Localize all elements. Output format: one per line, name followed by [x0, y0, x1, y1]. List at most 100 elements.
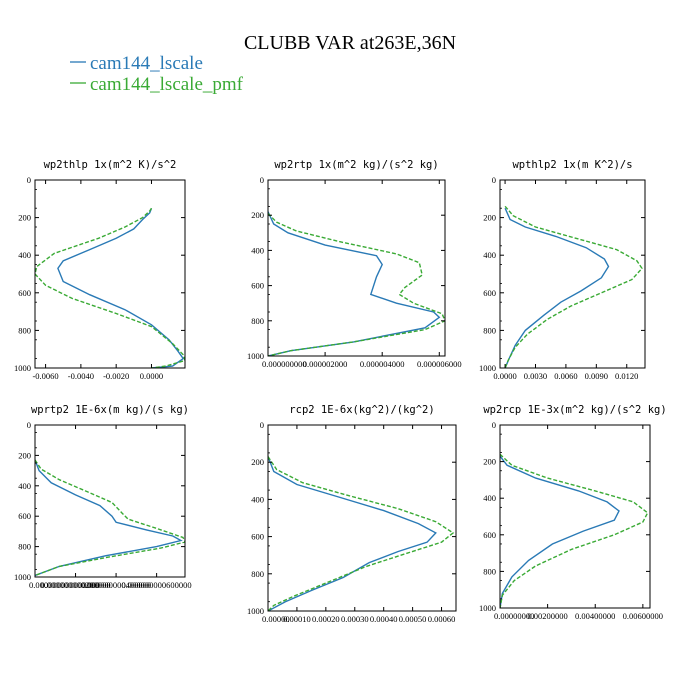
x-tick-label: 0.000000000200000 — [40, 580, 110, 590]
plot-frame — [267, 179, 446, 357]
y-tick-label: 1000 — [14, 572, 31, 582]
x-tick-label: 0.000000000400000 — [81, 580, 151, 590]
y-tick-label: 0 — [492, 420, 496, 430]
y-tick-label: 200 — [483, 457, 496, 467]
plot-frame — [267, 424, 457, 612]
y-tick-label: 400 — [483, 493, 496, 503]
y-tick-label: 800 — [483, 325, 496, 335]
panel-title: wp2rcp 1E-3x(m^2 kg)/(s^2 kg) — [483, 404, 666, 416]
y-tick-label: 1000 — [479, 603, 496, 613]
x-tick-label: 0.000000000 — [262, 359, 307, 369]
series-line-lscale — [35, 459, 183, 577]
legend: cam144_lscale cam144_lscale_pmf — [70, 53, 244, 95]
panel-4: wprtp2 1E-6x(m kg)/(s kg)0 200 400 600 800 10… — [14, 404, 192, 590]
y-tick-label: 600 — [18, 288, 31, 298]
panel-title: wp2rtp 1x(m^2 kg)/(s^2 kg) — [274, 159, 438, 171]
series-line-lscale-pmf — [268, 212, 445, 356]
y-tick-label: 1000 — [14, 363, 31, 373]
y-tick-label: 0 — [260, 175, 264, 185]
y-tick-label: 200 — [18, 213, 31, 223]
x-tick-label: 0.00060 — [428, 614, 456, 624]
panels: wp2thlp 1x(m^2 K)/s^202004006008001000-0… — [14, 159, 667, 624]
legend-label-lscale: cam144_lscale — [90, 53, 203, 74]
series-line-lscale-pmf — [35, 207, 185, 368]
plot-frame — [34, 424, 186, 578]
x-tick-label: 0.00000000 — [494, 611, 534, 621]
x-tick-label: 0.00020 — [312, 614, 340, 624]
x-tick-label: 0.00400000 — [575, 611, 615, 621]
panel-1: wp2thlp 1x(m^2 K)/s^202004006008001000-0… — [14, 159, 186, 381]
plot-frame — [499, 179, 646, 369]
x-tick-label: 0.00030 — [341, 614, 369, 624]
figure-title: CLUBB VAR at263E,36N — [244, 32, 456, 54]
y-tick-label: 400 — [483, 250, 496, 260]
y-tick-label: 400 — [251, 245, 264, 255]
series-line-lscale-pmf — [504, 205, 643, 368]
x-tick-label: 0.00050 — [399, 614, 427, 624]
series-line-lscale-pmf — [268, 456, 455, 611]
series-line-lscale — [268, 456, 437, 611]
series-line-lscale — [504, 207, 610, 368]
y-tick-label: 0 — [27, 175, 31, 185]
x-tick-label: 0.000006000 — [417, 359, 462, 369]
y-tick-label: 1000 — [479, 363, 496, 373]
y-tick-label: 800 — [18, 325, 31, 335]
x-tick-label: 0.0000 — [140, 371, 163, 381]
panel-title: rcp2 1E-6x(kg^2)/(kg^2) — [289, 404, 434, 416]
x-tick-label: 0.0000 — [493, 371, 516, 381]
panel-5: rcp2 1E-6x(kg^2)/(kg^2) 0 200 400 600 800 1000… — [247, 404, 457, 624]
plot-frame — [499, 424, 651, 609]
panel-title: wpthlp2 1x(m K^2)/s — [512, 159, 632, 171]
series-line-lscale — [268, 211, 441, 356]
series-line-lscale — [500, 455, 620, 608]
panel-6: wp2rcp 1E-3x(m^2 kg)/(s^2 kg) 0 200 400 600 8… — [479, 404, 667, 621]
x-tick-label: 0.000000000600000 — [122, 580, 192, 590]
x-tick-label: 0.000002000 — [303, 359, 348, 369]
y-tick-label: 600 — [18, 511, 31, 521]
y-tick-label: 0 — [260, 420, 264, 430]
x-tick-label: 0.000004000 — [360, 359, 405, 369]
y-tick-label: 0 — [27, 420, 31, 430]
panel-title: wprtp2 1E-6x(m kg)/(s kg) — [31, 404, 189, 416]
y-tick-label: 200 — [18, 450, 31, 460]
y-tick-label: 0 — [492, 175, 496, 185]
y-tick-label: 600 — [251, 281, 264, 291]
series-line-lscale-pmf — [500, 453, 649, 608]
y-tick-label: 800 — [251, 569, 264, 579]
x-tick-label: 0.0060 — [554, 371, 577, 381]
series-line-lscale-pmf — [35, 459, 185, 577]
y-tick-label: 600 — [483, 530, 496, 540]
x-tick-label: 0.00000 — [262, 614, 290, 624]
y-tick-label: 800 — [251, 316, 264, 326]
x-tick-label: -0.0040 — [68, 371, 94, 381]
y-tick-label: 200 — [251, 210, 264, 220]
panel-3: wpthlp2 1x(m K^2)/s020040060080010000.00… — [479, 159, 646, 381]
y-tick-label: 400 — [251, 494, 264, 504]
x-tick-label: 0.0090 — [585, 371, 608, 381]
x-tick-label: 0.00600000 — [623, 611, 663, 621]
y-tick-label: 1000 — [247, 351, 264, 361]
x-tick-label: 0.000000000000000 — [29, 580, 99, 590]
panel-title: wp2thlp 1x(m^2 K)/s^2 — [44, 159, 177, 171]
x-tick-label: 0.00200000 — [527, 611, 567, 621]
y-tick-label: 400 — [18, 481, 31, 491]
x-tick-label: 0.00010 — [283, 614, 311, 624]
series-line-lscale — [57, 207, 185, 368]
y-tick-label: 800 — [483, 566, 496, 576]
y-tick-label: 400 — [18, 250, 31, 260]
x-tick-label: 0.0120 — [615, 371, 638, 381]
y-tick-label: 800 — [18, 542, 31, 552]
legend-label-pmf: cam144_lscale_pmf — [90, 74, 244, 95]
x-tick-label: 0.0030 — [524, 371, 547, 381]
y-tick-label: 1000 — [247, 606, 264, 616]
x-tick-label: -0.0060 — [32, 371, 58, 381]
y-tick-label: 200 — [483, 213, 496, 223]
y-tick-label: 600 — [251, 532, 264, 542]
y-tick-label: 200 — [251, 457, 264, 467]
y-tick-label: 600 — [483, 288, 496, 298]
x-tick-label: -0.0020 — [103, 371, 129, 381]
plot-frame — [34, 179, 186, 369]
x-tick-label: 0.00040 — [370, 614, 398, 624]
panel-2: wp2rtp 1x(m^2 kg)/(s^2 kg) 0 200 400 600 800 1… — [247, 159, 462, 369]
